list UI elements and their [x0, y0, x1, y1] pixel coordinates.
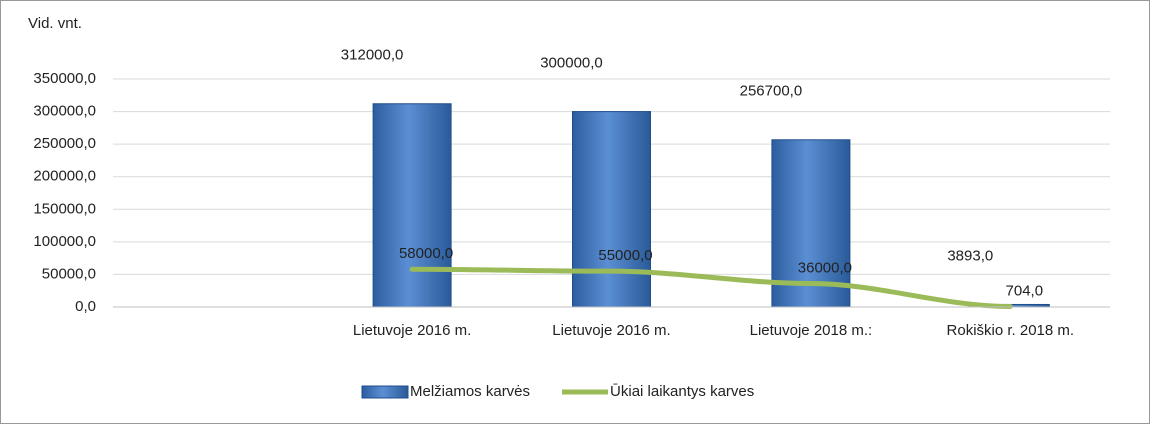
line-value-label: 704,0 — [1006, 283, 1044, 300]
bar-value-label: 300000,0 — [540, 55, 603, 72]
bar — [771, 139, 851, 308]
y-tick-label: 200000,0 — [33, 168, 96, 185]
legend-label: Ūkiai laikantys karves — [610, 383, 754, 400]
bar-value-label: 256700,0 — [740, 83, 803, 100]
y-tick-label: 50000,0 — [42, 265, 96, 282]
bar-value-label: 3893,0 — [947, 247, 993, 264]
line-value-label: 36000,0 — [798, 260, 852, 277]
legend-swatch — [361, 385, 409, 399]
y-tick-label: 250000,0 — [33, 135, 96, 152]
x-tick-label: Lietuvoje 2018 m.: — [750, 322, 873, 339]
bar-value-label: 312000,0 — [341, 47, 404, 64]
legend-label: Melžiamos karvės — [410, 383, 530, 400]
y-tick-label: 350000,0 — [33, 70, 96, 87]
line-series — [409, 266, 1013, 310]
y-tick-label: 150000,0 — [33, 200, 96, 217]
bar — [372, 103, 452, 308]
line-value-label: 55000,0 — [598, 247, 652, 264]
y-tick-label: 100000,0 — [33, 233, 96, 250]
y-tick-label: 0,0 — [75, 298, 96, 315]
y-axis-title: Vid. vnt. — [28, 15, 82, 32]
y-tick-label: 300000,0 — [33, 103, 96, 120]
line-value-label: 58000,0 — [399, 245, 453, 262]
x-tick-label: Rokiškio r. 2018 m. — [947, 322, 1075, 339]
bar — [572, 111, 651, 308]
x-tick-label: Lietuvoje 2016 m. — [552, 322, 670, 339]
x-tick-label: Lietuvoje 2016 m. — [353, 322, 471, 339]
